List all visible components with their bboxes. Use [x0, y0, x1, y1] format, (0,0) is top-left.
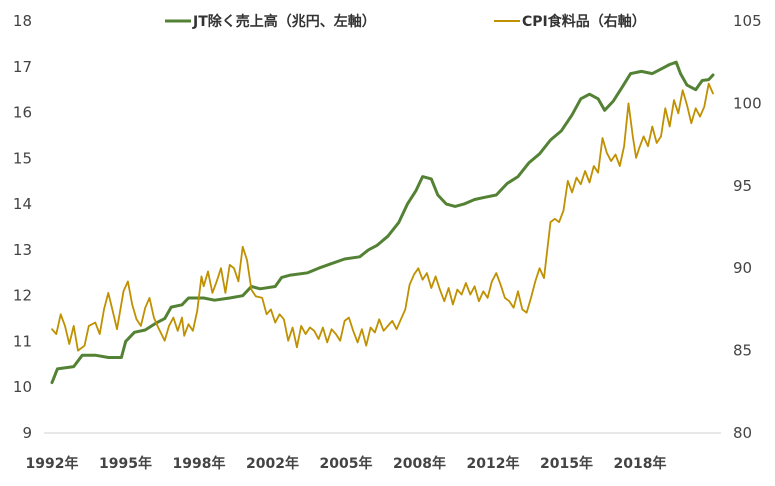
left-tick-label-16: 16	[13, 104, 32, 122]
x-tick-label-7: 2015年	[540, 455, 593, 472]
series-line-sales	[50, 60, 715, 385]
x-tick-label-4: 2005年	[320, 455, 373, 472]
left-tick-label-11: 11	[13, 332, 32, 350]
right-tick-label-80: 80	[733, 424, 752, 442]
legend-label-cpi: CPI食料品（右軸）	[522, 13, 646, 30]
right-tick-label-85: 85	[733, 342, 752, 360]
left-tick-label-15: 15	[13, 149, 32, 167]
x-tick-label-5: 2008年	[393, 455, 446, 472]
left-tick-label-10: 10	[13, 378, 32, 396]
right-tick-label-105: 105	[733, 12, 762, 30]
legend: JT除く売上高（兆円、左軸） CPI食料品（右軸）	[165, 13, 646, 30]
x-axis: 1992年 1995年 1998年 2002年 2005年 2008年 2012年 2015年…	[26, 455, 667, 472]
left-tick-label-17: 17	[13, 58, 32, 76]
x-tick-label-6: 2012年	[467, 455, 520, 472]
left-tick-label-12: 12	[13, 287, 32, 305]
x-tick-label-3: 2002年	[246, 455, 299, 472]
series-group	[50, 60, 715, 385]
right-tick-label-100: 100	[733, 94, 762, 112]
legend-label-sales: JT除く売上高（兆円、左軸）	[192, 13, 376, 30]
left-tick-label-13: 13	[13, 241, 32, 259]
right-tick-label-90: 90	[733, 259, 752, 277]
right-tick-label-95: 95	[733, 177, 752, 195]
legend-item-cpi: CPI食料品（右軸）	[494, 13, 646, 30]
x-tick-label-8: 2018年	[614, 455, 667, 472]
legend-item-sales: JT除く売上高（兆円、左軸）	[165, 13, 376, 30]
left-tick-label-9: 9	[22, 424, 32, 442]
x-tick-label-1: 1995年	[99, 455, 152, 472]
left-y-axis: 9 10 11 12 13 14 15 16 17 18	[13, 12, 32, 442]
series-line-cpi	[51, 82, 714, 352]
left-tick-label-18: 18	[13, 12, 32, 30]
right-y-axis: 80 85 90 95 100 105	[733, 12, 762, 442]
left-tick-label-14: 14	[13, 195, 32, 213]
x-tick-label-0: 1992年	[26, 455, 79, 472]
x-tick-label-2: 1998年	[173, 455, 226, 472]
